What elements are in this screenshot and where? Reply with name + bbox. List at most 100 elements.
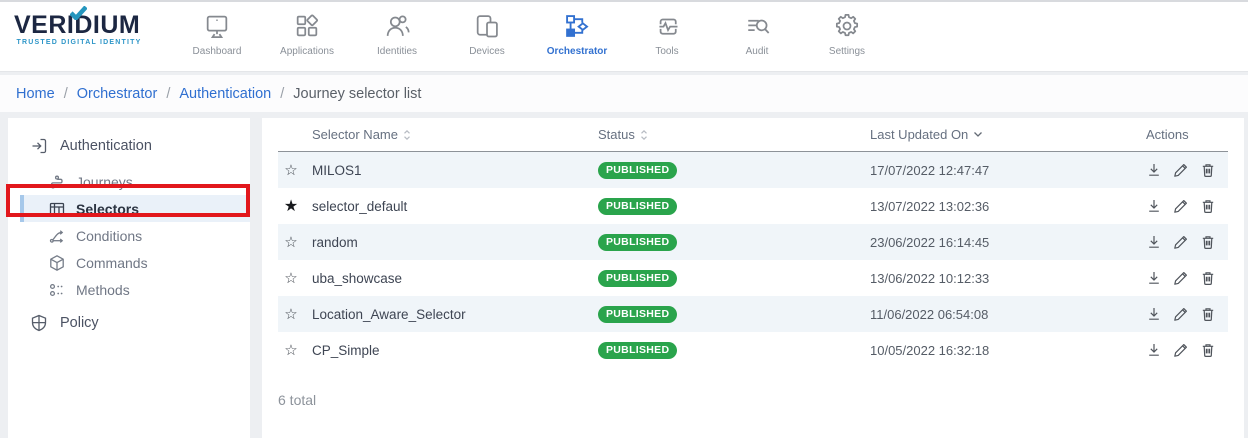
table-row[interactable]: ★ selector_default PUBLISHED 13/07/2022 …	[278, 188, 1228, 224]
column-header-label: Last Updated On	[870, 127, 969, 142]
dashboard-icon	[203, 10, 231, 42]
breadcrumb-orchestrator[interactable]: Orchestrator	[76, 85, 158, 102]
table-header-row: Selector Name Status Last Updated On	[278, 118, 1228, 152]
delete-icon[interactable]	[1200, 162, 1216, 178]
delete-icon[interactable]	[1200, 198, 1216, 214]
sidebar-item-label: Methods	[76, 281, 130, 298]
table-row[interactable]: ☆ random PUBLISHED 23/06/2022 16:14:45	[278, 224, 1228, 260]
sort-descending-icon[interactable]	[973, 131, 983, 138]
download-icon[interactable]	[1146, 162, 1162, 178]
nav-item-dashboard[interactable]: Dashboard	[172, 10, 262, 57]
status-badge: PUBLISHED	[598, 341, 678, 360]
table-icon	[48, 200, 66, 218]
last-updated-value: 13/06/2022 10:12:33	[870, 270, 990, 286]
sidebar-section-policy[interactable]: Policy	[8, 309, 250, 337]
sidebar-item-journeys[interactable]: Journeys	[20, 168, 250, 195]
row-actions	[1136, 198, 1228, 214]
download-icon[interactable]	[1146, 342, 1162, 358]
status-badge: PUBLISHED	[598, 269, 678, 288]
last-updated-value: 23/06/2022 16:14:45	[870, 234, 990, 250]
methods-icon	[48, 281, 66, 299]
last-updated-value: 10/05/2022 16:32:18	[870, 342, 990, 358]
column-header-status[interactable]: Status	[590, 127, 862, 142]
sidebar-item-selectors[interactable]: Selectors	[20, 195, 250, 222]
favorite-star[interactable]: ☆	[284, 304, 298, 323]
nav-label: Audit	[745, 46, 769, 57]
shield-icon	[30, 314, 48, 332]
table-row[interactable]: ☆ uba_showcase PUBLISHED 13/06/2022 10:1…	[278, 260, 1228, 296]
favorite-star[interactable]: ☆	[284, 160, 298, 179]
breadcrumb-home[interactable]: Home	[16, 85, 55, 102]
sidebar: Authentication Journeys	[8, 118, 250, 438]
branch-icon	[48, 227, 66, 245]
orchestrator-icon	[563, 10, 591, 42]
column-header-selector-name[interactable]: Selector Name	[304, 127, 590, 142]
nav-item-orchestrator[interactable]: Orchestrator	[532, 10, 622, 57]
last-updated-value: 13/07/2022 13:02:36	[870, 198, 990, 214]
sort-both-icon[interactable]	[403, 129, 411, 141]
edit-icon[interactable]	[1173, 270, 1189, 286]
selector-name[interactable]: selector_default	[312, 198, 408, 214]
row-actions	[1136, 162, 1228, 178]
status-badge: PUBLISHED	[598, 305, 678, 324]
sidebar-section-label: Authentication	[60, 138, 152, 154]
selector-name[interactable]: random	[312, 234, 358, 250]
delete-icon[interactable]	[1200, 234, 1216, 250]
download-icon[interactable]	[1146, 306, 1162, 322]
selector-list-panel: Selector Name Status Last Updated On	[262, 118, 1244, 438]
nav-item-tools[interactable]: Tools	[622, 10, 712, 57]
main-nav: Dashboard Applications	[172, 10, 892, 57]
selector-name[interactable]: Location_Aware_Selector	[312, 306, 466, 322]
login-icon	[30, 137, 48, 155]
edit-icon[interactable]	[1173, 162, 1189, 178]
edit-icon[interactable]	[1173, 342, 1189, 358]
download-icon[interactable]	[1146, 270, 1162, 286]
favorite-star[interactable]: ★	[283, 196, 299, 215]
nav-label: Tools	[655, 46, 679, 57]
nav-item-identities[interactable]: Identities	[352, 10, 442, 57]
sidebar-item-conditions[interactable]: Conditions	[20, 222, 250, 249]
breadcrumb: Home / Orchestrator / Authentication / J…	[0, 75, 1248, 112]
column-header-label: Actions	[1146, 127, 1189, 142]
favorite-star[interactable]: ☆	[284, 340, 298, 359]
download-icon[interactable]	[1146, 198, 1162, 214]
selector-name[interactable]: MILOS1	[312, 162, 362, 178]
last-updated-value: 17/07/2022 12:47:47	[870, 162, 990, 178]
edit-icon[interactable]	[1173, 306, 1189, 322]
sort-both-icon[interactable]	[640, 129, 648, 141]
nav-label: Settings	[828, 46, 866, 57]
table-row[interactable]: ☆ MILOS1 PUBLISHED 17/07/2022 12:47:47	[278, 152, 1228, 188]
veridium-logo[interactable]: VERIDIUM TRUSTED DIGITAL IDENTITY	[14, 6, 144, 46]
identities-icon	[383, 10, 411, 42]
top-navigation-bar: VERIDIUM TRUSTED DIGITAL IDENTITY Dashbo…	[0, 0, 1248, 72]
edit-icon[interactable]	[1173, 234, 1189, 250]
breadcrumb-current-page: Journey selector list	[293, 85, 422, 102]
column-header-last-updated[interactable]: Last Updated On	[862, 127, 1136, 142]
delete-icon[interactable]	[1200, 306, 1216, 322]
delete-icon[interactable]	[1200, 270, 1216, 286]
sidebar-item-label: Selectors	[76, 200, 140, 217]
nav-item-applications[interactable]: Applications	[262, 10, 352, 57]
breadcrumb-separator: /	[63, 85, 68, 102]
table-row[interactable]: ☆ CP_Simple PUBLISHED 10/05/2022 16:32:1…	[278, 332, 1228, 368]
column-header-actions: Actions	[1136, 127, 1228, 142]
table-row[interactable]: ☆ Location_Aware_Selector PUBLISHED 11/0…	[278, 296, 1228, 332]
selector-name[interactable]: CP_Simple	[312, 342, 380, 358]
edit-icon[interactable]	[1173, 198, 1189, 214]
journeys-icon	[48, 173, 66, 191]
sidebar-item-methods[interactable]: Methods	[20, 276, 250, 303]
favorite-star[interactable]: ☆	[284, 268, 298, 287]
sidebar-section-authentication[interactable]: Authentication	[8, 132, 250, 160]
nav-item-devices[interactable]: Devices	[442, 10, 532, 57]
delete-icon[interactable]	[1200, 342, 1216, 358]
selector-name[interactable]: uba_showcase	[312, 270, 403, 286]
nav-item-audit[interactable]: Audit	[712, 10, 802, 57]
sidebar-item-commands[interactable]: Commands	[20, 249, 250, 276]
breadcrumb-authentication[interactable]: Authentication	[179, 85, 272, 102]
nav-item-settings[interactable]: Settings	[802, 10, 892, 57]
favorite-star[interactable]: ☆	[284, 232, 298, 251]
status-badge: PUBLISHED	[598, 161, 678, 180]
download-icon[interactable]	[1146, 234, 1162, 250]
sidebar-item-label: Conditions	[76, 227, 143, 244]
total-count-label: 6 total	[278, 392, 317, 408]
